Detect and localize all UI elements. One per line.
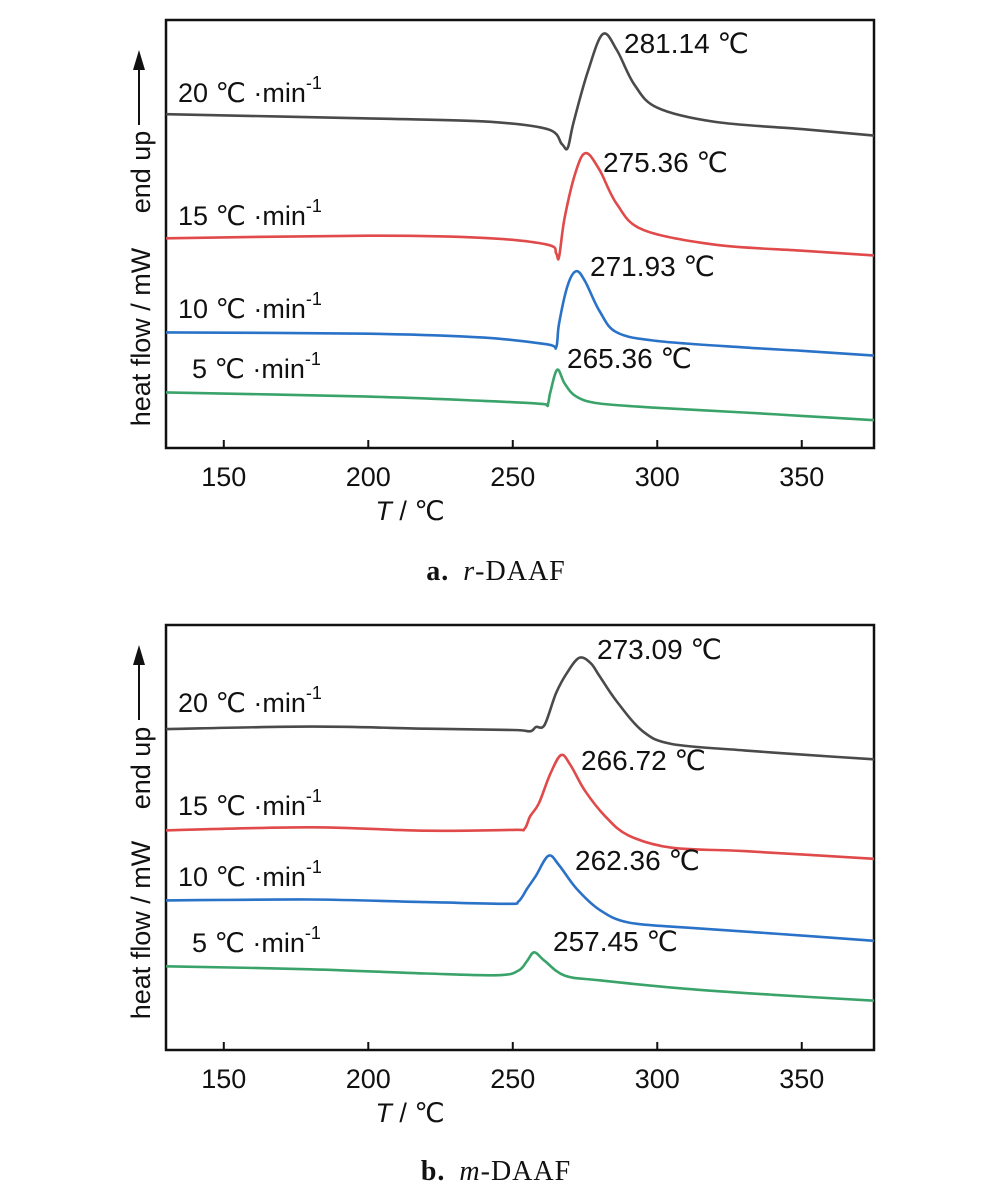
series-name-superscript: -1 — [306, 857, 322, 877]
series-rate-label: 10 ℃ ·min-1 — [178, 857, 322, 892]
series-name: 10 ℃ ·min — [178, 294, 306, 324]
series-name: 5 ℃ ·min — [192, 928, 305, 958]
series-line-b-1 — [165, 656, 875, 761]
y-axis-label-a: heat flow / mW — [126, 247, 156, 426]
series-name: 5 ℃ ·min — [192, 354, 305, 384]
series-line-a-4 — [165, 368, 875, 422]
series-rate-label: 20 ℃ ·min-1 — [178, 73, 322, 108]
series-name-superscript: -1 — [306, 73, 322, 93]
end-up-arrow-icon — [133, 645, 145, 720]
x-ticks-a: 150 200 250 300 350 — [201, 440, 824, 492]
series-line-a-3 — [165, 269, 875, 357]
peak-label: 266.72 ℃ — [581, 745, 706, 776]
x-tick-label: 150 — [201, 1064, 246, 1094]
series-rate-label: 10 ℃ ·min-1 — [178, 289, 322, 324]
peak-label: 273.09 ℃ — [597, 634, 722, 665]
series-name-superscript: -1 — [306, 786, 322, 806]
arrow-head — [133, 645, 145, 665]
series-name-superscript: -1 — [306, 289, 322, 309]
series-name-superscript: -1 — [305, 349, 321, 369]
x-tick-label: 350 — [779, 462, 824, 492]
plot-frame-b — [164, 623, 876, 1052]
peak-label: 281.14 ℃ — [624, 28, 749, 59]
series-rate-label: 5 ℃ ·min-1 — [192, 923, 321, 958]
series-line-a-1 — [165, 32, 875, 151]
series-rate-label: 20 ℃ ·min-1 — [178, 683, 322, 718]
peak-label: 257.45 ℃ — [553, 926, 678, 957]
x-tick-label: 200 — [346, 1064, 391, 1094]
series-rate-label: 5 ℃ ·min-1 — [192, 349, 321, 384]
x-tick-label: 300 — [635, 462, 680, 492]
series-name-superscript: -1 — [305, 923, 321, 943]
series-name-superscript: -1 — [306, 196, 322, 216]
x-axis-unit-a: / ℃ — [392, 496, 445, 526]
caption-b: b. m-DAAF — [421, 1156, 571, 1187]
series-rate-label: 15 ℃ ·min-1 — [178, 786, 322, 821]
caption-label-a: a. — [426, 556, 449, 587]
x-tick-label: 250 — [490, 1064, 535, 1094]
plot-frame-a — [164, 18, 876, 450]
series-name: 20 ℃ ·min — [178, 688, 306, 718]
series-name: 15 ℃ ·min — [178, 791, 306, 821]
caption-a: a. r-DAAF — [426, 556, 565, 587]
end-up-arrow-icon — [133, 50, 145, 125]
x-axis-label-a: T / ℃ — [375, 496, 444, 526]
caption-suffix-b: -DAAF — [481, 1156, 572, 1187]
series-rate-label: 15 ℃ ·min-1 — [178, 196, 322, 231]
series-line-b-4 — [165, 951, 875, 1002]
peak-label: 271.93 ℃ — [590, 251, 715, 282]
caption-label-b: b. — [421, 1156, 446, 1187]
x-axis-var-a: T — [375, 496, 394, 526]
x-axis-var-b: T — [375, 1098, 394, 1128]
peak-label: 275.36 ℃ — [603, 147, 728, 178]
x-axis-label-b: T / ℃ — [375, 1098, 444, 1128]
x-tick-label: 200 — [346, 462, 391, 492]
y-direction-label-b: end up — [126, 727, 156, 810]
caption-suffix-a: -DAAF — [475, 556, 566, 587]
caption-prefix-b: m — [459, 1156, 480, 1187]
x-tick-label: 250 — [490, 462, 535, 492]
peak-label: 262.36 ℃ — [575, 845, 700, 876]
x-tick-label: 350 — [779, 1064, 824, 1094]
series-line-a-2 — [165, 151, 875, 261]
series-name-superscript: -1 — [306, 683, 322, 703]
y-direction-label-a: end up — [126, 131, 156, 214]
series-name: 15 ℃ ·min — [178, 201, 306, 231]
peak-label: 265.36 ℃ — [567, 343, 692, 374]
y-axis-label-b: heat flow / mW — [126, 840, 156, 1019]
x-tick-label: 300 — [635, 1064, 680, 1094]
x-axis-unit-b: / ℃ — [392, 1098, 445, 1128]
x-ticks-b: 150 200 250 300 350 — [201, 1042, 824, 1094]
series-line-b-2 — [165, 753, 875, 861]
series-line-b-3 — [165, 854, 875, 943]
caption-prefix-a: r — [463, 556, 475, 587]
series-name: 20 ℃ ·min — [178, 78, 306, 108]
arrow-head — [133, 50, 145, 70]
series-name: 10 ℃ ·min — [178, 862, 306, 892]
x-tick-label: 150 — [201, 462, 246, 492]
